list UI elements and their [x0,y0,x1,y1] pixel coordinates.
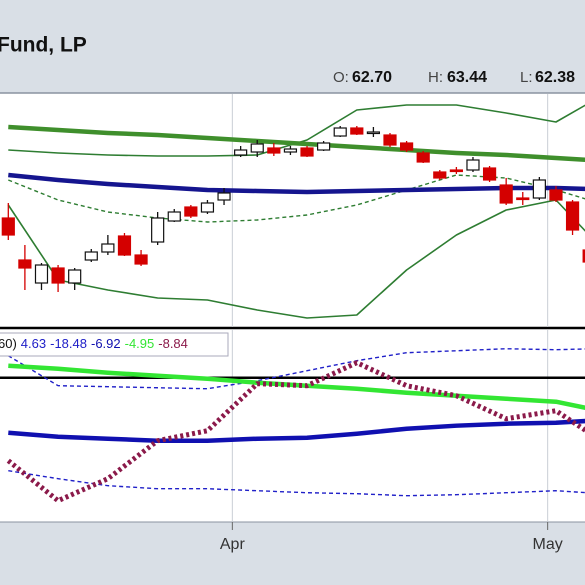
ohlc-label: L: [520,69,533,86]
candle-body [300,147,314,157]
ohlc-label: O: [333,69,349,86]
candle-body [532,179,546,199]
candle-body [1,217,15,236]
candle-body [68,269,82,284]
candle-body [267,147,281,154]
candle-body [516,197,530,201]
indicator-line [8,418,585,443]
candle-body [51,267,65,284]
candle-body [399,142,414,151]
candle-body [217,192,231,201]
candle-body [582,249,585,263]
indicator-line [8,104,585,157]
candle-body [383,134,397,146]
ohlc-value: 62.70 [352,69,392,86]
candle-body [200,202,215,213]
candle-body [283,148,298,153]
ohlc-value: 63.44 [447,69,487,86]
legend-box [0,332,229,357]
candle-body [433,171,447,179]
chart-title: Fund, LP [0,34,87,57]
legend-value: -8.84 [158,336,188,351]
candle-body [250,143,264,153]
candle-body [350,127,364,135]
indicator-line [8,124,585,163]
ohlc-value: 62.38 [535,69,575,86]
candle-body [134,254,148,265]
candle-body [366,131,381,135]
price-panel [0,93,585,327]
candle-body [234,149,248,156]
indicator-line [8,174,585,223]
header-bg [0,0,585,92]
legend-label: 60) [0,336,17,351]
candle-body [499,184,513,204]
candle-body [482,167,497,181]
candle-body [101,243,115,253]
legend-value: -6.92 [91,336,121,351]
indicator-line [8,470,585,497]
indicator-line [7,199,585,319]
legend: 60) 4.63 -18.48 -6.92 -4.95 -8.84 [0,336,188,351]
candle-body [449,169,463,173]
indicator-line [7,348,585,390]
candle-body [18,259,32,269]
candle-body [416,152,430,163]
candle-body [549,189,563,201]
x-tick-label: May [533,536,563,553]
x-tick-label: Apr [220,536,246,553]
candle-body [317,142,331,151]
candle-body [167,211,181,222]
candle-body [184,206,198,217]
candle-body [565,201,580,231]
candle-body [151,217,165,243]
legend-value: 4.63 [21,336,46,351]
indicator-line [6,360,585,504]
candle-body [34,264,49,284]
legend-value: -18.48 [50,336,87,351]
candle-body [117,235,132,256]
candle-body [466,159,480,171]
legend-value: -4.95 [125,336,155,351]
ohlc-label: H: [428,69,443,86]
candle-body [333,127,347,137]
candle-body [84,251,98,261]
